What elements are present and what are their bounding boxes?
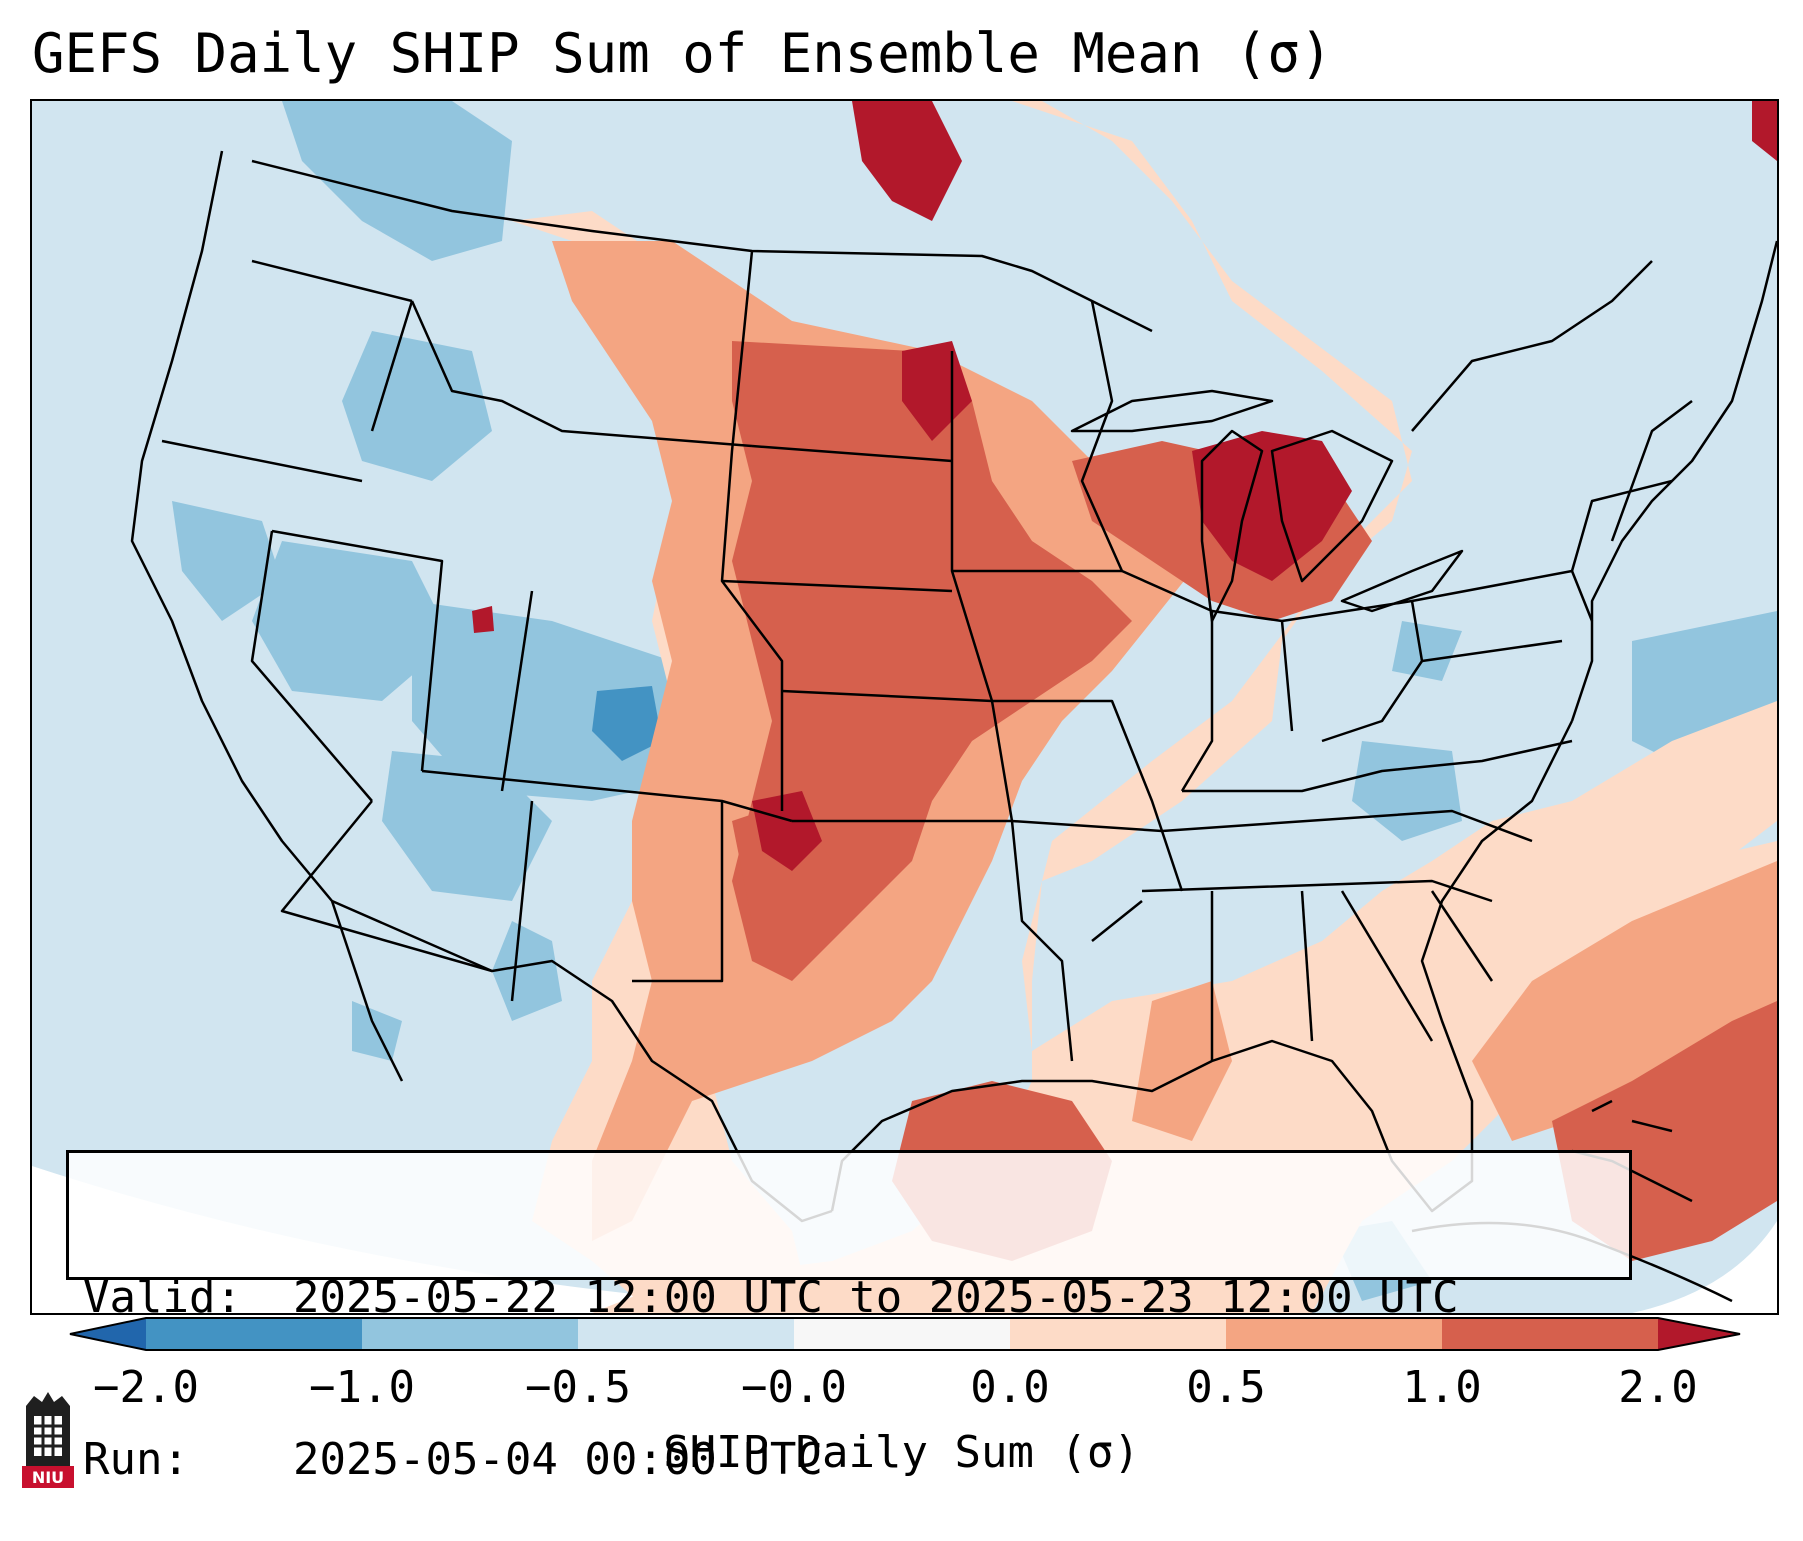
map-title: GEFS Daily SHIP Sum of Ensemble Mean (σ) [32, 22, 1333, 85]
colorbar-segment [1442, 1318, 1658, 1350]
colorbar-tick-label: −0.5 [525, 1362, 631, 1413]
colorbar-tick-label: −1.0 [309, 1362, 415, 1413]
valid-label: Valid: [83, 1272, 242, 1323]
colorbar-segment [146, 1318, 362, 1350]
strong-negative-regions [592, 686, 662, 761]
colorbar-segment [578, 1318, 794, 1350]
run-label: Run: [83, 1434, 189, 1485]
validity-info-box: Valid: 2025-05-22 12:00 UTC to 2025-05-23… [66, 1150, 1632, 1485]
colorbar-tick-label: −2.0 [93, 1362, 199, 1413]
colorbar-extend-low [70, 1318, 146, 1350]
colorbar-tick-label: 1.0 [1402, 1362, 1482, 1413]
colorbar-tick-label: 2.0 [1618, 1362, 1698, 1413]
colorbar-segment [1226, 1318, 1442, 1350]
colorbar-outline [69, 1317, 1741, 1351]
colorbar-ticks: −2.0 −1.0 −0.5 −0.0 0.0 0.5 1.0 2.0 [0, 1360, 1803, 1420]
niu-logo: NIU [22, 1392, 74, 1488]
state-boundaries [130, 150, 1777, 1223]
colorbar-segment [1010, 1318, 1226, 1350]
colorbar-segment [794, 1318, 1010, 1350]
valid-value: 2025-05-22 12:00 UTC to 2025-05-23 12:00… [293, 1272, 1459, 1323]
field-map [32, 101, 1777, 1313]
map-panel [30, 99, 1779, 1315]
colorbar-tick-label: −0.0 [741, 1362, 847, 1413]
extreme-positive-regions [472, 101, 1777, 871]
svg-text:NIU: NIU [32, 1468, 64, 1487]
colorbar-tick-label: 0.0 [970, 1362, 1050, 1413]
colorbar [69, 1317, 1741, 1351]
colorbar-extend-high [1658, 1318, 1740, 1350]
colorbar-label: SHIP Daily Sum (σ) [663, 1427, 1140, 1478]
run-line: Run: 2025-05-04 00:00 UTC [83, 1433, 1615, 1487]
projection-corner-se [1632, 1221, 1777, 1313]
negative-anomaly-regions [172, 101, 1777, 1301]
colorbar-tick-label: 0.5 [1186, 1362, 1266, 1413]
run-value: 2025-05-04 00:00 UTC [293, 1434, 823, 1485]
valid-line: Valid: 2025-05-22 12:00 UTC to 2025-05-23… [83, 1271, 1615, 1325]
colorbar-segment [362, 1318, 578, 1350]
